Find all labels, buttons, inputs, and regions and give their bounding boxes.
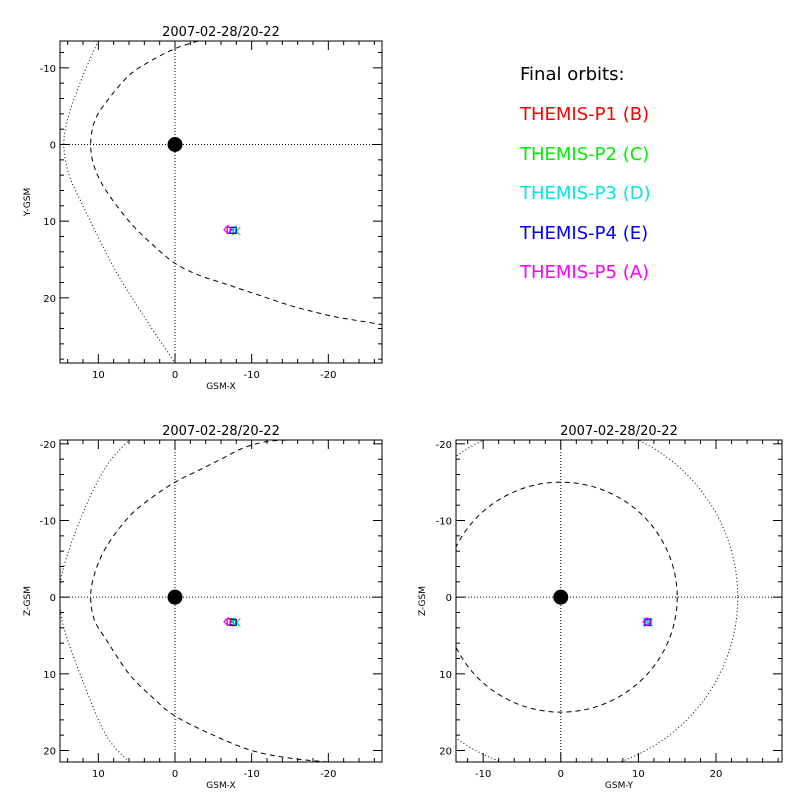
plot-frame xyxy=(59,40,383,364)
y-tick-label: 20 xyxy=(43,294,56,305)
y-tick-label: 0 xyxy=(50,141,56,152)
panels: 2007-02-28/20-22 10 0 -10 -20 -10 0 10 20 GSM-X Y-… xyxy=(23,25,783,791)
plot-area xyxy=(456,440,782,762)
legend-item-p1: THEMIS-P1 (B) xyxy=(519,104,649,125)
earth-marker xyxy=(167,589,183,605)
plot-area xyxy=(60,440,382,762)
y-tick-label: -10 xyxy=(40,64,56,75)
probe-point-p4 xyxy=(229,226,237,234)
panel-1: 2007-02-28/20-22 10 0 -10 -20 -10 0 10 20 GSM-X Y-… xyxy=(23,25,383,392)
probe-point-p5 xyxy=(223,224,233,235)
y-axis-label: Y-GSM xyxy=(23,188,33,217)
probe-point-p4 xyxy=(229,618,237,627)
y-axis-label: Z-GSM xyxy=(418,586,428,616)
panel-3: 2007-02-28/20-22 -10 0 10 20 -20 -10 0 10 20 GSM-Y… xyxy=(418,424,783,791)
legend: Final orbits: THEMIS-P1 (B) THEMIS-P2 (C… xyxy=(519,64,651,283)
y-axis-label: Z-GSM xyxy=(23,586,33,616)
y-tick-label: 0 xyxy=(446,593,452,604)
x-tick-label: 0 xyxy=(558,769,564,780)
x-tick-label: -10 xyxy=(243,769,259,780)
y-tick-label: 10 xyxy=(43,670,56,681)
y-tick-label: -10 xyxy=(436,517,452,528)
x-axis-label: GSM-X xyxy=(206,382,235,392)
probe-point-p5 xyxy=(223,616,233,627)
x-tick-label: -10 xyxy=(243,370,259,381)
plot-frame xyxy=(455,439,783,763)
x-axis-label: GSM-X xyxy=(206,781,235,791)
x-tick-label: -10 xyxy=(475,769,491,780)
x-tick-label: 10 xyxy=(92,769,105,780)
y-tick-label: -20 xyxy=(436,440,452,451)
y-tick-label: 20 xyxy=(43,747,56,758)
earth-marker xyxy=(167,137,183,152)
y-tick-label: 10 xyxy=(43,217,56,228)
x-tick-label: 10 xyxy=(632,769,645,780)
magnetopause-boundary xyxy=(90,440,329,762)
panel-title: 2007-02-28/20-22 xyxy=(560,424,678,439)
x-axis-label: GSM-Y xyxy=(605,781,634,791)
plot-area xyxy=(60,41,382,363)
y-tick-label: 10 xyxy=(439,670,452,681)
plot-frame xyxy=(59,439,383,763)
x-tick-label: 10 xyxy=(92,370,105,381)
panel-title: 2007-02-28/20-22 xyxy=(162,25,280,40)
panel-title: 2007-02-28/20-22 xyxy=(162,424,280,439)
x-tick-label: 20 xyxy=(710,769,723,780)
x-tick-label: -20 xyxy=(320,769,336,780)
legend-title: Final orbits: xyxy=(520,64,625,85)
y-tick-label: -20 xyxy=(40,440,56,451)
probe-point-p5 xyxy=(642,616,652,627)
bow-shock-boundary xyxy=(63,41,176,363)
magnetopause-boundary xyxy=(456,481,678,713)
x-tick-label: 0 xyxy=(172,769,178,780)
y-tick-label: 0 xyxy=(50,593,56,604)
bow-shock-boundary xyxy=(60,440,130,762)
legend-item-p3: THEMIS-P3 (D) xyxy=(519,183,651,204)
legend-item-p2: THEMIS-P2 (C) xyxy=(519,144,649,165)
legend-item-p4: THEMIS-P4 (E) xyxy=(519,223,648,244)
panel-2: 2007-02-28/20-22 10 0 -10 -20 -20 -10 0 10 20 GSM-… xyxy=(23,424,383,791)
earth-marker xyxy=(553,589,569,605)
x-tick-label: -20 xyxy=(320,370,336,381)
y-tick-label: -10 xyxy=(40,517,56,528)
magnetopause-boundary xyxy=(90,41,382,326)
legend-item-p5: THEMIS-P5 (A) xyxy=(519,262,649,283)
bow-shock-boundary xyxy=(456,440,739,762)
y-tick-label: 20 xyxy=(439,747,452,758)
x-tick-label: 0 xyxy=(172,370,178,381)
